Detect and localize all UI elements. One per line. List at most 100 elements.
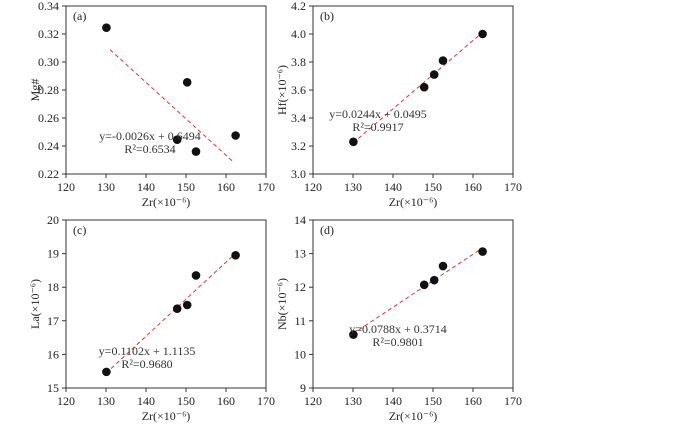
y-tick-label: 16: [47, 347, 59, 361]
y-tick-label: 0.26: [38, 111, 59, 125]
y-tick-label: 0.24: [38, 139, 59, 153]
panel-label: (d): [320, 223, 334, 237]
y-tick-label: 4.0: [291, 27, 306, 41]
r-squared: R²=0.9680: [121, 357, 172, 371]
x-tick-label: 120: [57, 180, 75, 194]
y-tick-label: 18: [47, 280, 59, 294]
y-axis-title: Nb(×10⁻⁶): [275, 278, 289, 330]
y-tick-label: 0.32: [38, 27, 59, 41]
x-tick-label: 130: [344, 180, 362, 194]
data-point: [438, 56, 448, 65]
y-tick-label: 20: [47, 213, 59, 227]
y-tick-label: 12: [294, 280, 306, 294]
data-point: [349, 330, 358, 339]
regression-equation: y=0.0788x + 0.3714: [349, 322, 447, 336]
x-tick-label: 160: [464, 394, 482, 408]
x-tick-label: 140: [384, 180, 402, 194]
x-tick-label: 130: [97, 394, 115, 408]
y-tick-label: 13: [294, 247, 306, 261]
panel-label: (b): [320, 9, 334, 23]
x-tick-label: 170: [257, 394, 275, 408]
y-tick-label: 9: [300, 381, 306, 395]
data-point: [182, 300, 192, 310]
x-tick-label: 150: [424, 180, 442, 194]
plot-frame: [312, 219, 514, 389]
x-axis-title: Zr(×10⁻⁶): [389, 409, 438, 423]
y-tick-label: 4.2: [291, 0, 306, 13]
x-tick-label: 130: [344, 394, 362, 408]
y-tick-label: 19: [47, 247, 59, 261]
data-point: [172, 135, 182, 144]
plot-frame: [65, 219, 267, 389]
x-tick-label: 150: [177, 394, 195, 408]
data-point: [191, 271, 201, 280]
x-axis-title: Zr(×10⁻⁶): [389, 195, 438, 209]
regression-equation: y=0.0244x + 0.0495: [329, 107, 427, 121]
panel-label: (c): [73, 223, 86, 237]
x-axis-title: Zr(×10⁻⁶): [142, 195, 191, 209]
y-tick-label: 14: [294, 213, 306, 227]
panel-b: 120 130 140 150 160 170 3.0 3.2 3.4 3.6 3.8 4.0 4.2 Z…: [275, 0, 522, 209]
x-tick-label: 170: [504, 180, 522, 194]
data-point: [102, 367, 111, 377]
x-tick-label: 140: [384, 394, 402, 408]
regression-line: [352, 248, 482, 335]
x-tick-label: 130: [97, 180, 115, 194]
regression-equation: y=-0.0026x + 0.6494: [99, 129, 201, 143]
y-tick-label: 10: [294, 347, 306, 361]
y-tick-label: 3.0: [291, 167, 306, 181]
data-point: [182, 78, 192, 87]
data-point: [438, 261, 448, 271]
data-point: [172, 304, 182, 314]
y-axis-title: Mg#: [28, 79, 42, 102]
panel-a: 120 130 140 150 160 170 0.22 0.24 0.26 0.28 0.30 0.…: [28, 0, 275, 209]
panel-c: 120 130 140 150 160 170 15 16 17 18 19 20 Zr(×10⁻⁶) L…: [28, 213, 275, 423]
data-point: [102, 23, 111, 32]
x-tick-label: 160: [217, 394, 235, 408]
data-point: [429, 275, 439, 285]
x-tick-label: 170: [504, 394, 522, 408]
x-tick-label: 140: [137, 180, 155, 194]
regression-line: [105, 254, 235, 374]
data-point: [478, 29, 487, 39]
y-tick-label: 3.8: [291, 55, 306, 69]
x-tick-label: 120: [57, 394, 75, 408]
y-tick-label: 17: [47, 314, 59, 328]
x-tick-label: 170: [257, 180, 275, 194]
y-tick-label: 11: [294, 314, 306, 328]
y-tick-label: 0.22: [38, 167, 59, 181]
x-tick-label: 120: [304, 180, 322, 194]
data-point: [419, 280, 429, 290]
x-tick-label: 140: [137, 394, 155, 408]
r-squared: R²=0.6534: [124, 142, 175, 156]
y-axis-title: Hf(×10⁻⁶): [275, 65, 289, 115]
x-tick-label: 150: [177, 180, 195, 194]
x-tick-label: 160: [464, 180, 482, 194]
y-tick-label: 0.30: [38, 55, 59, 69]
data-point: [231, 131, 240, 140]
y-tick-label: 3.4: [291, 111, 306, 125]
y-tick-label: 15: [47, 381, 59, 395]
panel-label: (a): [73, 9, 86, 23]
data-point: [429, 70, 439, 79]
data-point: [419, 82, 429, 92]
y-tick-label: 0.34: [38, 0, 59, 13]
regression-equation: y=0.1102x + 1.1135: [99, 344, 196, 358]
y-tick-label: 3.6: [291, 83, 306, 97]
x-tick-label: 150: [424, 394, 442, 408]
x-tick-label: 160: [217, 180, 235, 194]
data-point: [191, 147, 201, 156]
data-point: [231, 250, 240, 260]
y-tick-label: 3.2: [291, 139, 306, 153]
r-squared: R²=0.9801: [372, 335, 423, 349]
x-axis-title: Zr(×10⁻⁶): [142, 409, 191, 423]
y-tick-label: 0.28: [38, 83, 59, 97]
panel-d: 120 130 140 150 160 170 9 10 11 12 13 14 Zr(×10⁻⁶) Nb…: [275, 213, 522, 423]
x-tick-label: 120: [304, 394, 322, 408]
y-axis-title: La(×10⁻⁶): [28, 279, 42, 329]
data-point: [349, 137, 358, 147]
regression-line: [352, 33, 482, 144]
r-squared: R²=0.9917: [352, 120, 403, 134]
data-point: [478, 247, 487, 256]
